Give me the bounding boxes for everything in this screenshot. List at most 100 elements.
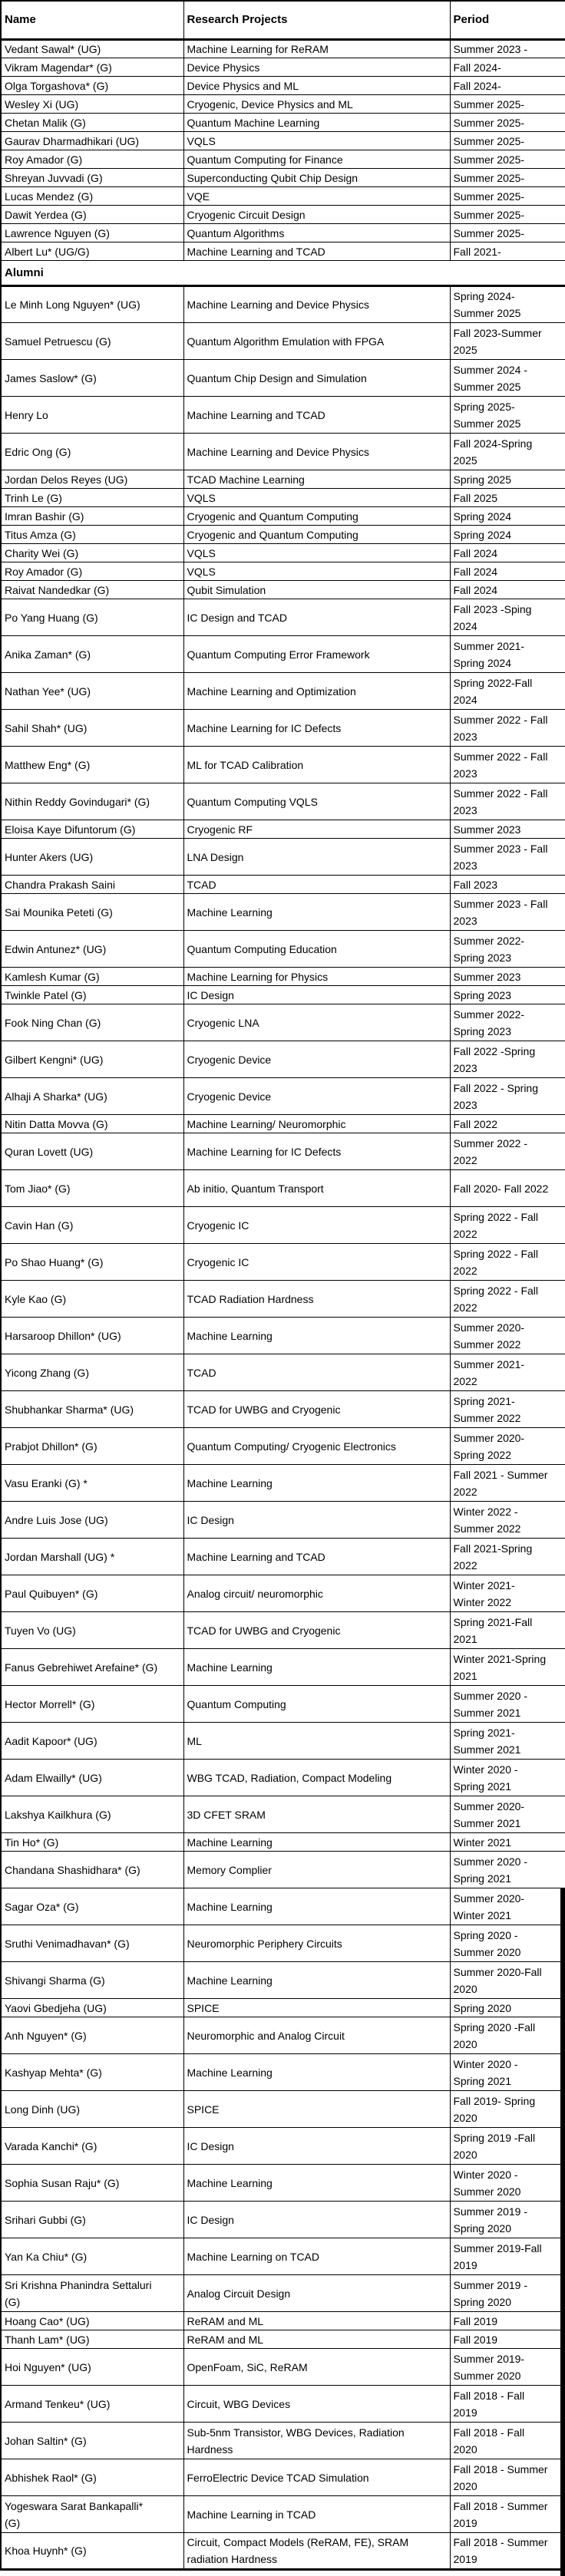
period-cell: Fall 2018 - Fall 2020 bbox=[449, 2422, 565, 2459]
name-cell: Roy Amador (G) bbox=[0, 562, 184, 581]
period-cell: Summer 2020- Summer 2022 bbox=[449, 1317, 565, 1354]
name-cell: Charity Wei (G) bbox=[0, 543, 184, 562]
project-cell: Quantum Computing for Finance bbox=[183, 150, 451, 169]
project-cell: TCAD bbox=[183, 1354, 451, 1391]
project-cell: Machine Learning bbox=[183, 1888, 451, 1925]
table-row: Edwin Antunez* (UG) Quantum Computing Edu… bbox=[0, 930, 565, 968]
name-cell: Varada Kanchi* (G) bbox=[0, 2127, 184, 2165]
table-row: Shubhankar Sharma* (UG) TCAD for UWBG and… bbox=[0, 1390, 565, 1428]
name-cell: Hector Morrell* (G) bbox=[0, 1685, 184, 1723]
project-cell: Quantum Algorithm Emulation with FPGA bbox=[183, 322, 451, 360]
period-cell: Spring 2022-Fall 2024 bbox=[449, 672, 565, 710]
period-cell: Fall 2024- bbox=[449, 58, 565, 77]
table-row: Jordan Marshall (UG) * Machine Learning a… bbox=[0, 1538, 565, 1575]
name-cell: Lawrence Nguyen (G) bbox=[0, 223, 184, 242]
project-cell: Machine Learning bbox=[183, 2053, 451, 2091]
period-cell: Summer 2021- 2022 bbox=[449, 1354, 565, 1391]
project-cell: Quantum Computing Education bbox=[183, 930, 451, 968]
table-row: Prabjot Dhillon* (G) Quantum Computing/ C… bbox=[0, 1427, 565, 1465]
name-cell: Wesley Xi (UG) bbox=[0, 94, 184, 114]
project-cell: 3D CFET SRAM bbox=[183, 1796, 451, 1833]
project-cell: Quantum Machine Learning bbox=[183, 113, 451, 132]
table-row: Titus Amza (G) Cryogenic and Quantum Comp… bbox=[0, 525, 565, 544]
name-cell: Lucas Mendez (G) bbox=[0, 186, 184, 206]
table-row: Abhishek Raol* (G) FerroElectric Device T… bbox=[0, 2459, 565, 2496]
name-cell: James Saslow* (G) bbox=[0, 359, 184, 397]
period-cell: Summer 2020-Fall 2020 bbox=[449, 1961, 565, 1999]
project-cell: Machine Learning/ Neuromorphic bbox=[183, 1114, 451, 1133]
project-cell: ReRAM and ML bbox=[183, 2330, 451, 2349]
table-row: Kamlesh Kumar (G) Machine Learning for Ph… bbox=[0, 967, 565, 986]
name-cell: Olga Torgashova* (G) bbox=[0, 76, 184, 95]
project-cell: Machine Learning and Device Physics bbox=[183, 433, 451, 470]
alumni-section-row: Alumni bbox=[0, 260, 565, 287]
name-cell: Vasu Eranki (G) * bbox=[0, 1464, 184, 1502]
name-cell: Kyle Kao (G) bbox=[0, 1280, 184, 1318]
period-cell: Summer 2021- Spring 2024 bbox=[449, 635, 565, 673]
project-cell: Quantum Chip Design and Simulation bbox=[183, 359, 451, 397]
project-cell: TCAD for UWBG and Cryogenic bbox=[183, 1611, 451, 1649]
name-cell: Sruthi Venimadhavan* (G) bbox=[0, 1925, 184, 1962]
name-cell: Sri Krishna Phanindra Settaluri (G) bbox=[0, 2274, 184, 2312]
project-cell: VQLS bbox=[183, 131, 451, 150]
period-cell: Summer 2019 - Spring 2020 bbox=[449, 2201, 565, 2238]
name-cell: Samuel Petruescu (G) bbox=[0, 322, 184, 360]
period-cell: Spring 2025- Summer 2025 bbox=[449, 396, 565, 434]
period-cell: Summer 2019- Summer 2020 bbox=[449, 2348, 565, 2386]
project-cell: Qubit Simulation bbox=[183, 580, 451, 599]
project-cell: TCAD Radiation Hardness bbox=[183, 1280, 451, 1318]
table-row: Chetan Malik (G) Quantum Machine Learning… bbox=[0, 113, 565, 132]
name-cell: Armand Tenkeu* (UG) bbox=[0, 2385, 184, 2423]
table-row: Kyle Kao (G) TCAD Radiation Hardness Sprin… bbox=[0, 1280, 565, 1318]
table-row: Matthew Eng* (G) ML for TCAD Calibration S… bbox=[0, 746, 565, 783]
name-cell: Po Shao Huang* (G) bbox=[0, 1243, 184, 1281]
period-cell: Summer 2019 - Spring 2020 bbox=[449, 2274, 565, 2312]
table-row: Paul Quibuyen* (G) Analog circuit/ neurom… bbox=[0, 1575, 565, 1612]
table-row: Henry Lo Machine Learning and TCAD Spring … bbox=[0, 396, 565, 434]
project-cell: Machine Learning bbox=[183, 1317, 451, 1354]
name-cell: Sagar Oza* (G) bbox=[0, 1888, 184, 1925]
table-row: Quran Lovett (UG) Machine Learning for IC… bbox=[0, 1133, 565, 1170]
period-cell: Summer 2019-Fall 2019 bbox=[449, 2238, 565, 2275]
project-cell: Machine Learning for Physics bbox=[183, 967, 451, 986]
table-row: Aadit Kapoor* (UG) ML Spring 2021- Summer … bbox=[0, 1722, 565, 1760]
name-cell: Khoa Huynh* (G) bbox=[0, 2532, 184, 2570]
period-cell: Fall 2021- bbox=[449, 242, 565, 261]
period-cell: Summer 2025- bbox=[449, 205, 565, 224]
project-cell: Machine Learning for IC Defects bbox=[183, 709, 451, 747]
name-cell: Nithin Reddy Govindugari* (G) bbox=[0, 783, 184, 820]
project-cell: IC Design bbox=[183, 985, 451, 1004]
project-cell: VQLS bbox=[183, 562, 451, 581]
table-row: Roy Amador (G) VQLS Fall 2024 bbox=[0, 562, 565, 581]
name-cell: Gilbert Kengni* (UG) bbox=[0, 1041, 184, 1078]
table-row: Gaurav Dharmadhikari (UG) VQLS Summer 2025… bbox=[0, 131, 565, 150]
period-cell: Fall 2023 -Sping 2024 bbox=[449, 599, 565, 636]
table-row: Anika Zaman* (G) Quantum Computing Error … bbox=[0, 635, 565, 673]
period-cell: Summer 2025- bbox=[449, 131, 565, 150]
name-cell: Aadit Kapoor* (UG) bbox=[0, 1722, 184, 1760]
project-cell: LNA Design bbox=[183, 838, 451, 876]
name-cell: Edric Ong (G) bbox=[0, 433, 184, 470]
name-cell: Fanus Gebrehiwet Arefaine* (G) bbox=[0, 1648, 184, 1686]
project-cell: Machine Learning in TCAD bbox=[183, 2495, 451, 2533]
table-row: Alhaji A Sharka* (UG) Cryogenic Device Fal… bbox=[0, 1077, 565, 1115]
name-cell: Imran Bashir (G) bbox=[0, 506, 184, 526]
period-cell: Summer 2023 - bbox=[449, 39, 565, 58]
table-row: Tin Ho* (G) Machine Learning Winter 2021 bbox=[0, 1832, 565, 1852]
project-cell: Machine Learning for ReRAM bbox=[183, 39, 451, 58]
table-row: Dawit Yerdea (G) Cryogenic Circuit Design… bbox=[0, 205, 565, 224]
name-cell: Raivat Nandedkar (G) bbox=[0, 580, 184, 599]
name-cell: Roy Amador (G) bbox=[0, 150, 184, 169]
name-cell: Hoang Cao* (UG) bbox=[0, 2311, 184, 2330]
project-cell: Cryogenic and Quantum Computing bbox=[183, 525, 451, 544]
name-cell: Srihari Gubbi (G) bbox=[0, 2201, 184, 2238]
project-cell: VQLS bbox=[183, 543, 451, 562]
table-row: Fook Ning Chan (G) Cryogenic LNA Summer 20… bbox=[0, 1004, 565, 1041]
name-cell: Adam Elwailly* (UG) bbox=[0, 1759, 184, 1796]
period-cell: Spring 2020 bbox=[449, 1998, 565, 2017]
name-cell: Tin Ho* (G) bbox=[0, 1832, 184, 1852]
table-row: Khoa Huynh* (G) Circuit, Compact Models (… bbox=[0, 2532, 565, 2570]
project-cell: Machine Learning bbox=[183, 1832, 451, 1852]
table-row: Yaovi Gbedjeha (UG) SPICE Spring 2020 bbox=[0, 1998, 565, 2017]
period-cell: Fall 2024 bbox=[449, 543, 565, 562]
